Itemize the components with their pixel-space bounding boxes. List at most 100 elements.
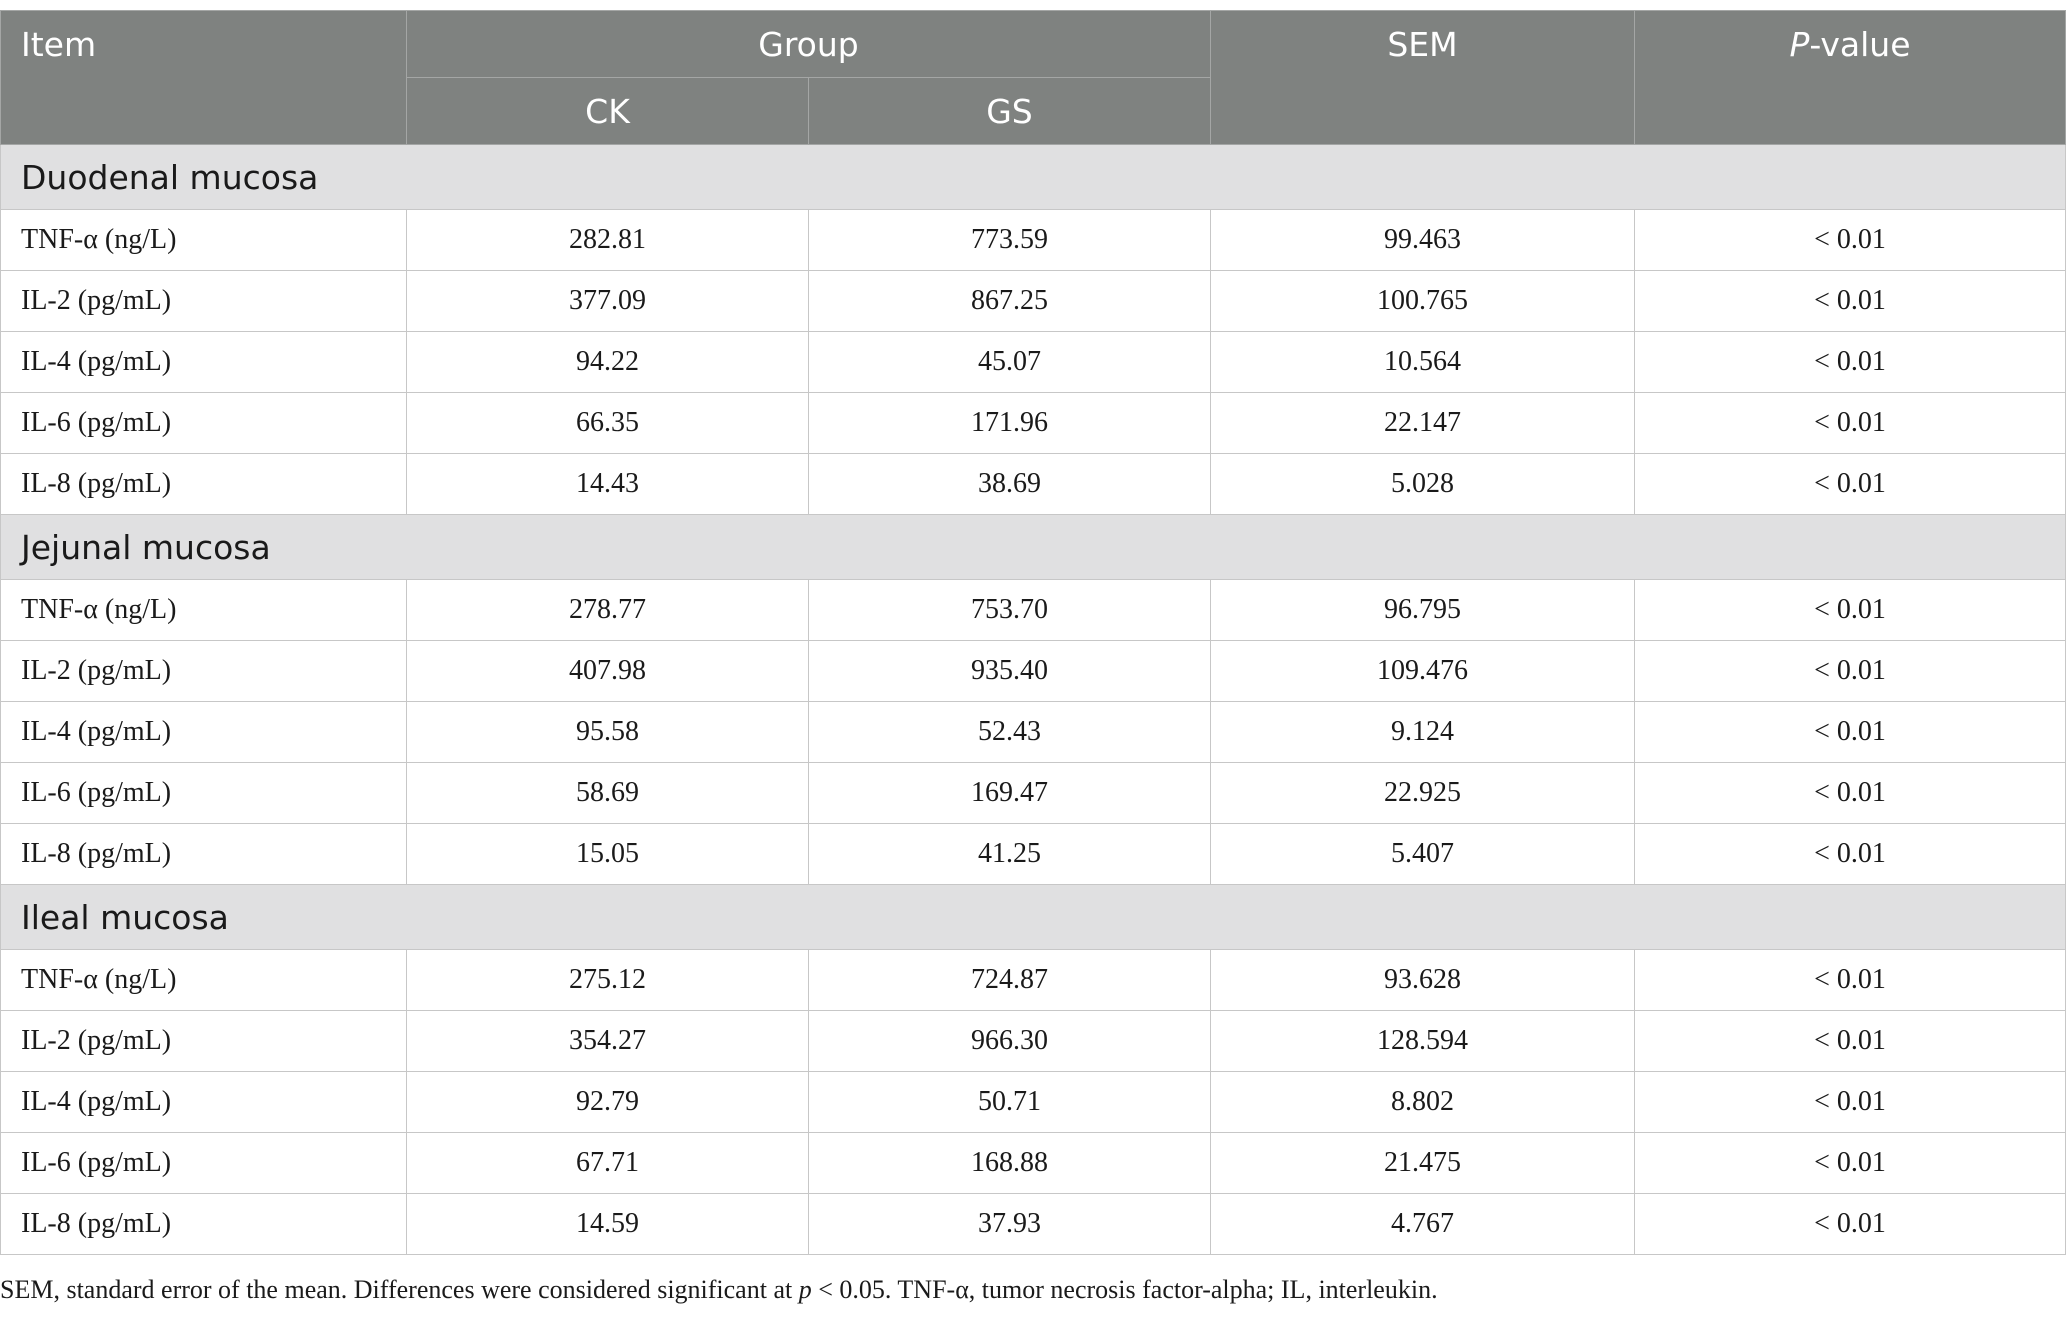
cell-ck: 92.79 xyxy=(406,1071,809,1133)
cell-ck: 67.71 xyxy=(406,1132,809,1194)
cell-item: IL-6 (pg/mL) xyxy=(0,762,407,824)
cell-ck: 15.05 xyxy=(406,823,809,885)
cell-sem: 22.147 xyxy=(1210,392,1635,454)
cell-ck: 278.77 xyxy=(406,579,809,641)
cell-item: IL-8 (pg/mL) xyxy=(0,453,407,515)
table-row: IL-4 (pg/mL) 95.58 52.43 9.124 < 0.01 xyxy=(0,701,2066,763)
section-title: Jejunal mucosa xyxy=(0,514,2066,580)
table-row: IL-8 (pg/mL) 14.43 38.69 5.028 < 0.01 xyxy=(0,453,2066,515)
cell-item: IL-2 (pg/mL) xyxy=(0,1010,407,1072)
cell-sem: 109.476 xyxy=(1210,640,1635,702)
cell-item: IL-6 (pg/mL) xyxy=(0,1132,407,1194)
table-row: IL-4 (pg/mL) 92.79 50.71 8.802 < 0.01 xyxy=(0,1071,2066,1133)
header-p-value: P-value xyxy=(1634,10,2066,145)
section-row: Ileal mucosa xyxy=(0,884,2066,950)
cell-gs: 935.40 xyxy=(808,640,1211,702)
cell-ck: 407.98 xyxy=(406,640,809,702)
cell-sem: 21.475 xyxy=(1210,1132,1635,1194)
cell-sem: 99.463 xyxy=(1210,209,1635,271)
section-title: Duodenal mucosa xyxy=(0,144,2066,210)
cell-ck: 66.35 xyxy=(406,392,809,454)
cell-item: IL-2 (pg/mL) xyxy=(0,640,407,702)
cell-ck: 14.59 xyxy=(406,1193,809,1255)
cell-gs: 45.07 xyxy=(808,331,1211,393)
cell-sem: 10.564 xyxy=(1210,331,1635,393)
table-row: IL-6 (pg/mL) 67.71 168.88 21.475 < 0.01 xyxy=(0,1132,2066,1194)
table-row: IL-8 (pg/mL) 15.05 41.25 5.407 < 0.01 xyxy=(0,823,2066,885)
section-row: Duodenal mucosa xyxy=(0,144,2066,210)
cell-p: < 0.01 xyxy=(1634,453,2066,515)
cell-sem: 8.802 xyxy=(1210,1071,1635,1133)
cell-p: < 0.01 xyxy=(1634,209,2066,271)
cell-ck: 275.12 xyxy=(406,949,809,1011)
cell-gs: 41.25 xyxy=(808,823,1211,885)
table-row: IL-6 (pg/mL) 58.69 169.47 22.925 < 0.01 xyxy=(0,762,2066,824)
cell-item: TNF-α (ng/L) xyxy=(0,209,407,271)
table-row: TNF-α (ng/L) 278.77 753.70 96.795 < 0.01 xyxy=(0,579,2066,641)
cell-item: TNF-α (ng/L) xyxy=(0,579,407,641)
cell-gs: 966.30 xyxy=(808,1010,1211,1072)
cell-sem: 5.407 xyxy=(1210,823,1635,885)
cell-gs: 50.71 xyxy=(808,1071,1211,1133)
cell-gs: 867.25 xyxy=(808,270,1211,332)
header-ck: CK xyxy=(406,77,809,145)
table-row: IL-6 (pg/mL) 66.35 171.96 22.147 < 0.01 xyxy=(0,392,2066,454)
cell-item: IL-6 (pg/mL) xyxy=(0,392,407,454)
cell-p: < 0.01 xyxy=(1634,640,2066,702)
table-row: IL-8 (pg/mL) 14.59 37.93 4.767 < 0.01 xyxy=(0,1193,2066,1255)
cell-ck: 14.43 xyxy=(406,453,809,515)
cell-p: < 0.01 xyxy=(1634,579,2066,641)
cell-gs: 724.87 xyxy=(808,949,1211,1011)
cell-p: < 0.01 xyxy=(1634,762,2066,824)
cell-p: < 0.01 xyxy=(1634,1071,2066,1133)
cell-gs: 773.59 xyxy=(808,209,1211,271)
cell-sem: 4.767 xyxy=(1210,1193,1635,1255)
cell-item: TNF-α (ng/L) xyxy=(0,949,407,1011)
data-table: Item Group SEM P-value CK GS Duodenal mu… xyxy=(0,10,2066,1255)
table-row: IL-2 (pg/mL) 354.27 966.30 128.594 < 0.01 xyxy=(0,1010,2066,1072)
cell-p: < 0.01 xyxy=(1634,701,2066,763)
cell-p: < 0.01 xyxy=(1634,270,2066,332)
section-row: Jejunal mucosa xyxy=(0,514,2066,580)
cell-gs: 171.96 xyxy=(808,392,1211,454)
cell-gs: 753.70 xyxy=(808,579,1211,641)
table-container: Item Group SEM P-value CK GS Duodenal mu… xyxy=(0,10,2067,1255)
cell-item: IL-8 (pg/mL) xyxy=(0,1193,407,1255)
table-row: TNF-α (ng/L) 282.81 773.59 99.463 < 0.01 xyxy=(0,209,2066,271)
header-sem: SEM xyxy=(1210,10,1635,145)
cell-sem: 9.124 xyxy=(1210,701,1635,763)
header-gs: GS xyxy=(808,77,1211,145)
cell-sem: 96.795 xyxy=(1210,579,1635,641)
table-footnote: SEM, standard error of the mean. Differe… xyxy=(0,1275,1438,1304)
cell-item: IL-2 (pg/mL) xyxy=(0,270,407,332)
table-row: TNF-α (ng/L) 275.12 724.87 93.628 < 0.01 xyxy=(0,949,2066,1011)
cell-ck: 377.09 xyxy=(406,270,809,332)
table-row: IL-4 (pg/mL) 94.22 45.07 10.564 < 0.01 xyxy=(0,331,2066,393)
cell-sem: 93.628 xyxy=(1210,949,1635,1011)
table-body: Duodenal mucosa TNF-α (ng/L) 282.81 773.59 9… xyxy=(0,144,2066,1255)
cell-sem: 100.765 xyxy=(1210,270,1635,332)
cell-gs: 169.47 xyxy=(808,762,1211,824)
cell-p: < 0.01 xyxy=(1634,823,2066,885)
cell-item: IL-4 (pg/mL) xyxy=(0,331,407,393)
cell-sem: 5.028 xyxy=(1210,453,1635,515)
cell-p: < 0.01 xyxy=(1634,1193,2066,1255)
cell-sem: 22.925 xyxy=(1210,762,1635,824)
cell-item: IL-4 (pg/mL) xyxy=(0,701,407,763)
header-item: Item xyxy=(0,10,407,145)
cell-gs: 52.43 xyxy=(808,701,1211,763)
cell-gs: 37.93 xyxy=(808,1193,1211,1255)
cell-sem: 128.594 xyxy=(1210,1010,1635,1072)
cell-p: < 0.01 xyxy=(1634,1010,2066,1072)
table-header: Item Group SEM P-value CK GS xyxy=(0,10,2066,145)
cell-p: < 0.01 xyxy=(1634,949,2066,1011)
header-group: Group xyxy=(406,10,1211,78)
cell-item: IL-8 (pg/mL) xyxy=(0,823,407,885)
cell-gs: 38.69 xyxy=(808,453,1211,515)
cell-p: < 0.01 xyxy=(1634,331,2066,393)
cell-ck: 282.81 xyxy=(406,209,809,271)
section-title: Ileal mucosa xyxy=(0,884,2066,950)
cell-gs: 168.88 xyxy=(808,1132,1211,1194)
cell-p: < 0.01 xyxy=(1634,392,2066,454)
cell-item: IL-4 (pg/mL) xyxy=(0,1071,407,1133)
